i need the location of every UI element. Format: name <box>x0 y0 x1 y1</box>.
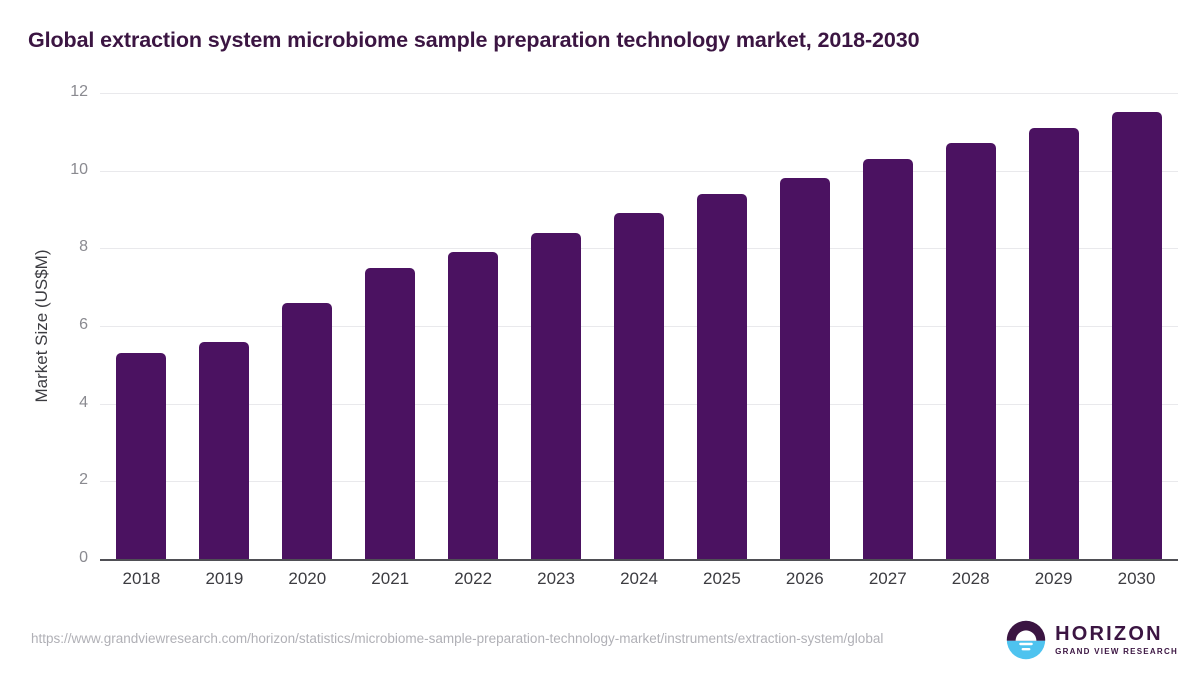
bar[interactable] <box>282 302 333 559</box>
x-tick-label: 2024 <box>620 569 658 588</box>
x-tick-label: 2020 <box>288 569 327 588</box>
x-tick-label: 2021 <box>371 569 410 588</box>
y-tick-label: 8 <box>79 238 88 256</box>
x-tick-label: 2019 <box>205 569 244 588</box>
x-tick-label: 2029 <box>1034 569 1073 588</box>
source-url[interactable]: https://www.grandviewresearch.com/horizo… <box>31 631 884 646</box>
bar[interactable] <box>696 193 747 559</box>
bar[interactable] <box>531 232 582 559</box>
y-axis-label-holder: Market Size (US$M) <box>28 93 51 559</box>
x-axis-line <box>100 559 1178 561</box>
x-tick-label: 2027 <box>868 569 907 588</box>
bar[interactable] <box>945 143 996 559</box>
x-tick-label: 2028 <box>951 569 990 588</box>
horizon-logo-subtitle: GRAND VIEW RESEARCH <box>1055 647 1178 656</box>
y-tick-label: 0 <box>79 549 88 566</box>
bar[interactable] <box>779 178 830 559</box>
y-tick-label: 2 <box>79 471 88 489</box>
horizon-logo-text: HORIZON GRAND VIEW RESEARCH <box>1055 624 1178 656</box>
bar[interactable] <box>199 341 250 559</box>
y-axis-label: Market Size (US$M) <box>32 249 51 403</box>
chart-title: Global extraction system microbiome samp… <box>28 28 920 52</box>
bar[interactable] <box>614 213 664 559</box>
bar[interactable] <box>116 353 167 559</box>
x-tick-label: 2023 <box>537 569 575 588</box>
bar[interactable] <box>365 267 416 559</box>
bar[interactable] <box>1111 112 1162 559</box>
x-tick-label: 2018 <box>122 569 161 588</box>
gridline <box>100 170 1178 172</box>
bar[interactable] <box>448 252 499 559</box>
y-tick-label: 10 <box>70 160 88 178</box>
y-tick-label: 6 <box>79 316 88 333</box>
x-tick-label: 2030 <box>1117 569 1156 588</box>
gridline <box>100 93 1178 94</box>
bar[interactable] <box>1028 127 1079 559</box>
horizon-logo[interactable]: HORIZON GRAND VIEW RESEARCH <box>1006 620 1178 660</box>
x-tick-label: 2022 <box>454 569 493 588</box>
y-tick-label: 4 <box>79 393 88 411</box>
x-tick-label: 2026 <box>785 569 824 588</box>
horizon-logo-mark-icon <box>1006 620 1046 660</box>
plot-area <box>100 93 1178 559</box>
y-tick-label: 12 <box>70 83 88 100</box>
horizon-logo-wordmark: HORIZON <box>1055 623 1163 645</box>
bar[interactable] <box>862 159 913 559</box>
x-tick-label: 2025 <box>703 569 741 588</box>
